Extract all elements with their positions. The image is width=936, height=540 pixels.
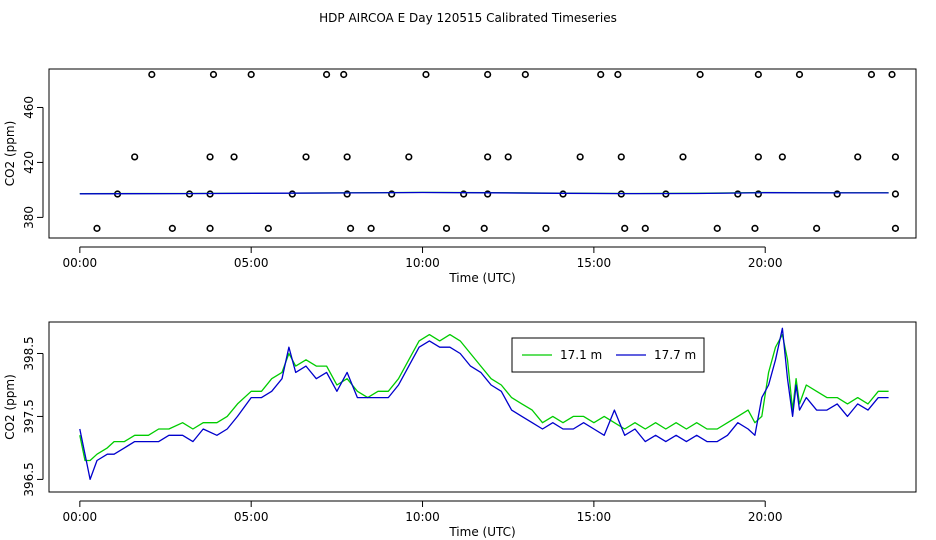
data-point	[230, 153, 238, 161]
x-tick-label: 00:00	[63, 510, 98, 524]
data-point	[854, 153, 862, 161]
y-axis-label: CO2 (ppm)	[3, 374, 17, 440]
figure-title: HDP AIRCOA E Day 120515 Calibrated Times…	[319, 11, 617, 25]
x-tick-label: 10:00	[405, 256, 440, 270]
data-point	[891, 190, 900, 198]
data-point	[93, 224, 101, 232]
data-point	[343, 153, 351, 161]
data-point	[833, 190, 841, 198]
data-point	[867, 70, 876, 79]
data-point	[617, 153, 625, 161]
data-point	[484, 70, 492, 79]
data-point	[484, 153, 492, 161]
data-point	[367, 224, 375, 232]
data-point	[247, 70, 255, 79]
legend-entry-label: 17.1 m	[560, 348, 602, 362]
x-tick-label: 15:00	[577, 256, 612, 270]
data-point	[405, 153, 413, 161]
data-point	[346, 224, 355, 232]
plot-frame	[48, 321, 917, 493]
data-point	[621, 224, 629, 232]
y-tick-label: 396.5	[22, 462, 36, 496]
panel-bottom-line: 00:00 05:00 10:00 15:00 20:00 Time (UTC) 396.5…	[3, 321, 917, 539]
data-point	[209, 70, 218, 79]
data-point	[696, 70, 704, 79]
data-point	[888, 70, 896, 79]
y-tick-label: 460	[22, 96, 36, 119]
data-point	[422, 70, 430, 79]
x-tick-label: 00:00	[63, 256, 98, 270]
x-tick-label: 20:00	[748, 510, 783, 524]
data-point	[322, 70, 331, 79]
series-line-2	[79, 191, 889, 195]
data-point	[734, 190, 742, 198]
legend: 17.1 m 17.7 m	[511, 337, 705, 373]
y-tick-label: 380	[22, 206, 36, 229]
data-point	[442, 224, 451, 232]
data-point	[168, 224, 176, 232]
data-point	[302, 153, 310, 161]
data-point	[754, 70, 762, 79]
data-point	[148, 70, 156, 79]
y-tick-label: 398.5	[22, 336, 36, 370]
data-point	[641, 224, 649, 232]
data-point	[754, 190, 762, 198]
series-line-17-7-m	[79, 327, 889, 481]
data-point	[813, 224, 821, 232]
data-point	[340, 70, 348, 79]
data-point	[542, 224, 550, 232]
data-point	[484, 190, 492, 198]
x-axis-label: Time (UTC)	[448, 271, 515, 285]
data-point	[795, 70, 804, 79]
data-point	[504, 153, 512, 161]
data-point	[343, 190, 351, 198]
data-point	[679, 153, 687, 161]
data-point	[460, 190, 468, 198]
data-point	[713, 224, 721, 232]
x-axis-label: Time (UTC)	[448, 525, 515, 539]
data-point	[751, 224, 759, 232]
y-tick-label: 397.5	[22, 399, 36, 433]
data-point	[891, 224, 900, 232]
x-tick-label: 20:00	[748, 256, 783, 270]
series-line-17-1-m	[79, 333, 889, 462]
data-point	[597, 70, 605, 79]
data-point	[559, 190, 567, 198]
x-tick-label: 10:00	[405, 510, 440, 524]
data-point	[206, 224, 214, 232]
data-point	[206, 153, 214, 161]
panel-top-scatter: 00:00 05:00 10:00 15:00 20:00 Time (UTC) 380 42…	[3, 68, 917, 285]
x-tick-label: 05:00	[234, 510, 269, 524]
data-point	[264, 224, 272, 232]
y-tick-label: 420	[22, 151, 36, 174]
x-tick-label: 05:00	[234, 256, 269, 270]
data-point	[754, 153, 762, 161]
data-point	[388, 190, 396, 198]
data-point	[288, 190, 296, 198]
legend-entry-label: 17.7 m	[654, 348, 696, 362]
data-point	[891, 153, 900, 161]
y-axis-label: CO2 (ppm)	[3, 121, 17, 187]
data-point	[131, 153, 139, 161]
plot-frame	[48, 68, 917, 239]
data-point	[576, 153, 584, 161]
x-tick-label: 15:00	[577, 510, 612, 524]
data-point	[521, 70, 529, 79]
data-point	[480, 224, 488, 232]
data-point	[778, 153, 786, 161]
data-point	[614, 70, 622, 79]
